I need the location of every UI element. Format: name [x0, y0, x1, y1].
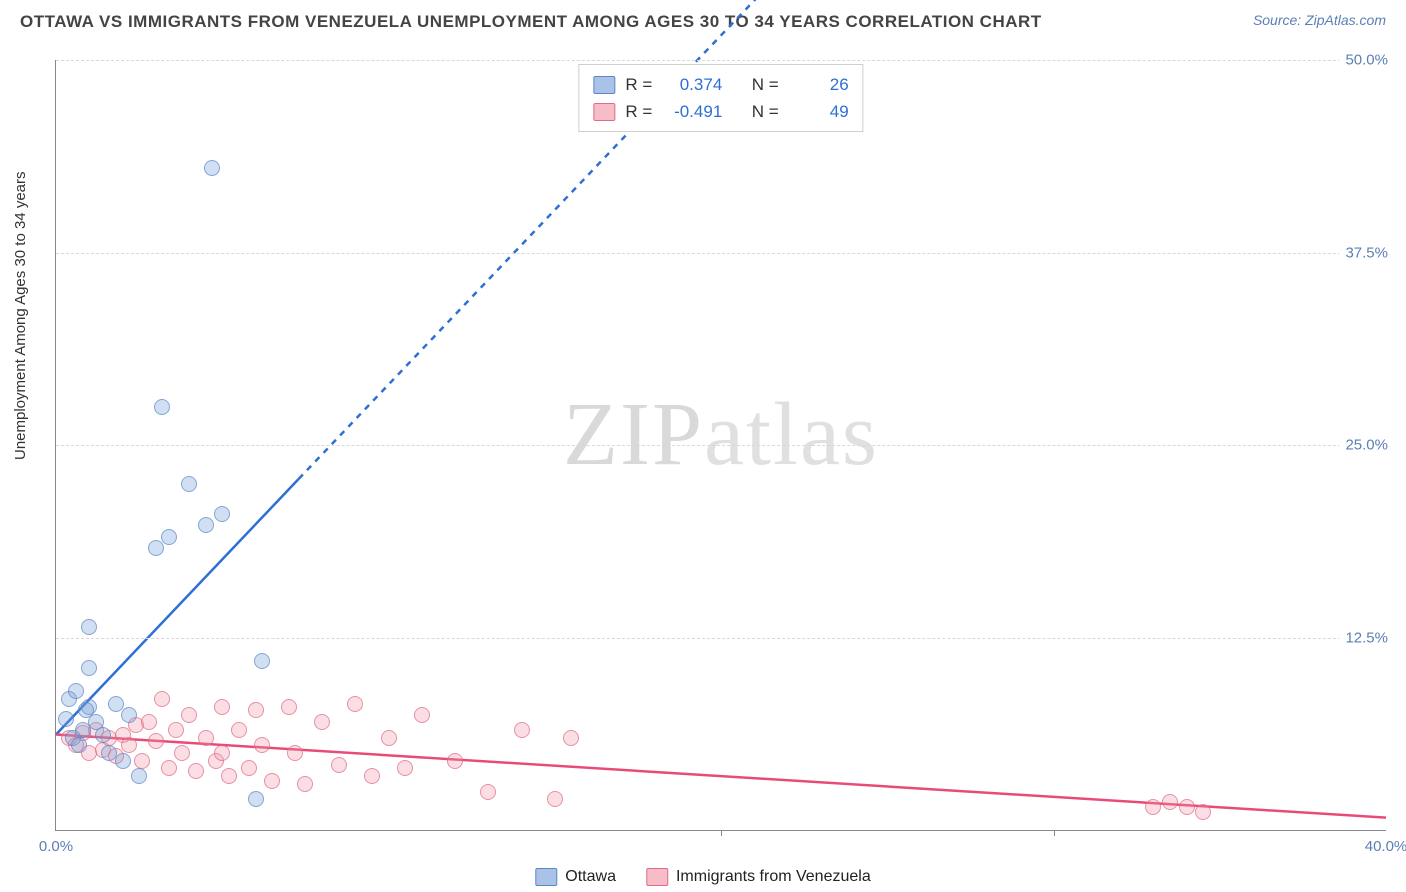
data-point [241, 760, 257, 776]
data-point [198, 517, 214, 533]
swatch-a [593, 76, 615, 94]
data-point [71, 737, 87, 753]
x-tick-mark [721, 830, 722, 836]
gridline [56, 253, 1386, 254]
data-point [254, 653, 270, 669]
data-point [547, 791, 563, 807]
data-point [314, 714, 330, 730]
data-point [1195, 804, 1211, 820]
data-point [264, 773, 280, 789]
data-point [364, 768, 380, 784]
data-point [331, 757, 347, 773]
data-point [174, 745, 190, 761]
gridline [56, 445, 1386, 446]
data-point [121, 737, 137, 753]
data-point [168, 722, 184, 738]
data-point [115, 753, 131, 769]
data-point [181, 476, 197, 492]
legend-row-a: R = 0.374 N = 26 [593, 71, 848, 98]
watermark: ZIPatlas [563, 383, 879, 486]
data-point [447, 753, 463, 769]
gridline [56, 638, 1386, 639]
y-tick-label: 12.5% [1339, 629, 1388, 646]
data-point [198, 730, 214, 746]
data-point [154, 691, 170, 707]
legend-row-b: R = -0.491 N = 49 [593, 98, 848, 125]
x-tick-mark [1054, 830, 1055, 836]
data-point [281, 699, 297, 715]
data-point [81, 660, 97, 676]
chart-container: Unemployment Among Ages 30 to 34 years Z… [0, 40, 1406, 892]
data-point [214, 699, 230, 715]
data-point [414, 707, 430, 723]
data-point [188, 763, 204, 779]
data-point [231, 722, 247, 738]
data-point [254, 737, 270, 753]
data-point [154, 399, 170, 415]
data-point [81, 619, 97, 635]
x-tick-label: 0.0% [39, 838, 73, 855]
data-point [221, 768, 237, 784]
data-point [95, 727, 111, 743]
data-point [1145, 799, 1161, 815]
data-point [58, 711, 74, 727]
series-legend: Ottawa Immigrants from Venezuela [535, 868, 870, 886]
legend-item-b: Immigrants from Venezuela [646, 868, 871, 886]
data-point [181, 707, 197, 723]
data-point [214, 506, 230, 522]
data-point [141, 714, 157, 730]
data-point [78, 702, 94, 718]
correlation-legend: R = 0.374 N = 26 R = -0.491 N = 49 [578, 64, 863, 132]
legend-item-a: Ottawa [535, 868, 616, 886]
data-point [563, 730, 579, 746]
data-point [347, 696, 363, 712]
data-point [480, 784, 496, 800]
x-tick-label: 40.0% [1365, 838, 1406, 855]
swatch-b [593, 103, 615, 121]
chart-title: OTTAWA VS IMMIGRANTS FROM VENEZUELA UNEM… [20, 12, 1042, 32]
data-point [214, 745, 230, 761]
gridline [56, 60, 1386, 61]
data-point [161, 529, 177, 545]
source-label: Source: ZipAtlas.com [1253, 12, 1386, 28]
swatch-b-icon [646, 868, 668, 886]
data-point [381, 730, 397, 746]
y-tick-label: 50.0% [1339, 52, 1388, 69]
data-point [204, 160, 220, 176]
data-point [1179, 799, 1195, 815]
data-point [148, 733, 164, 749]
swatch-a-icon [535, 868, 557, 886]
data-point [131, 768, 147, 784]
data-point [134, 753, 150, 769]
data-point [297, 776, 313, 792]
y-tick-label: 37.5% [1339, 244, 1388, 261]
data-point [397, 760, 413, 776]
data-point [68, 683, 84, 699]
data-point [148, 540, 164, 556]
data-point [1162, 794, 1178, 810]
y-tick-label: 25.0% [1339, 437, 1388, 454]
data-point [161, 760, 177, 776]
data-point [287, 745, 303, 761]
data-point [514, 722, 530, 738]
y-axis-label: Unemployment Among Ages 30 to 34 years [12, 171, 29, 460]
data-point [248, 791, 264, 807]
data-point [121, 707, 137, 723]
source-link[interactable]: ZipAtlas.com [1305, 12, 1386, 28]
plot-area: ZIPatlas R = 0.374 N = 26 R = -0.491 N =… [55, 60, 1386, 831]
data-point [248, 702, 264, 718]
